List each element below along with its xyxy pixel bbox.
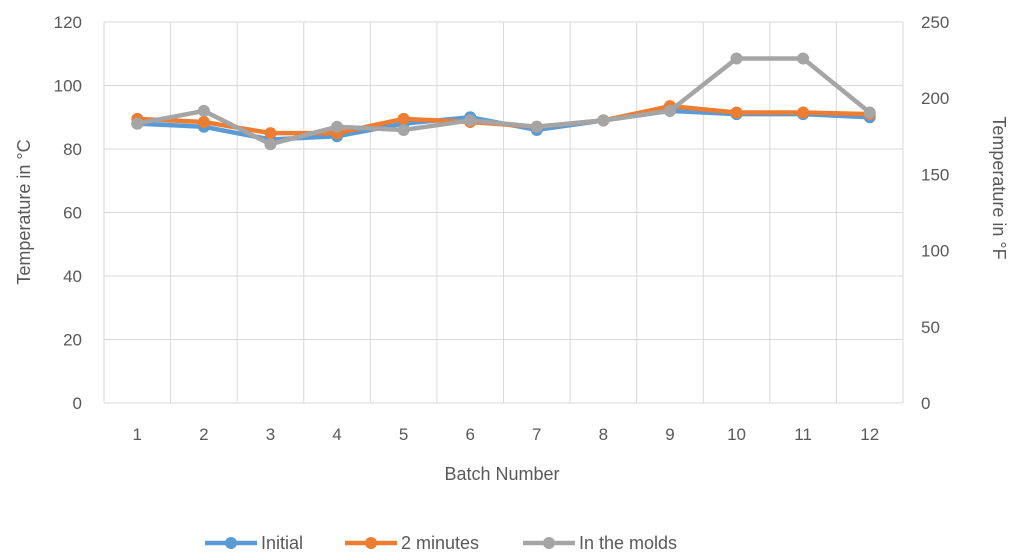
legend-swatch-marker — [365, 537, 377, 549]
data-point — [797, 106, 810, 119]
legend-item: In the molds — [523, 533, 677, 553]
x-axis-ticks: 1 2 3 4 5 6 7 8 9 10 11 12 — [133, 425, 880, 444]
y-tick-label: 40 — [63, 267, 82, 286]
x-axis-title: Batch Number — [444, 464, 559, 484]
data-point — [331, 120, 344, 133]
y-tick-label: 60 — [63, 204, 82, 223]
x-tick-label: 3 — [266, 425, 275, 444]
data-point — [797, 52, 810, 65]
y-tick-label: 120 — [54, 13, 82, 32]
legend: Initial 2 minutes In the molds — [205, 533, 677, 553]
data-point — [730, 106, 743, 119]
y2-tick-label: 0 — [921, 394, 930, 413]
grid — [103, 21, 904, 404]
y2-tick-label: 100 — [921, 242, 949, 261]
y-tick-label: 80 — [63, 140, 82, 159]
y-tick-label: 0 — [73, 394, 82, 413]
data-point — [530, 120, 543, 133]
data-point — [663, 104, 676, 117]
x-tick-label: 12 — [860, 425, 879, 444]
data-point — [863, 106, 876, 119]
y2-tick-label: 200 — [921, 89, 949, 108]
y2-axis-title: Temperature in °F — [989, 116, 1009, 259]
data-point — [197, 104, 210, 117]
y-axis-title: Temperature in °C — [14, 139, 34, 284]
x-tick-label: 9 — [665, 425, 674, 444]
data-point — [397, 123, 410, 136]
y-axis-ticks: 0 20 40 60 80 100 120 — [54, 13, 82, 413]
legend-label: In the molds — [579, 533, 677, 553]
y2-tick-label: 250 — [921, 13, 949, 32]
x-tick-label: 1 — [133, 425, 142, 444]
y-tick-label: 20 — [63, 331, 82, 350]
x-tick-label: 5 — [399, 425, 408, 444]
series-layer — [131, 52, 876, 151]
x-tick-label: 6 — [465, 425, 474, 444]
x-tick-label: 8 — [599, 425, 608, 444]
x-tick-label: 4 — [332, 425, 341, 444]
x-tick-label: 7 — [532, 425, 541, 444]
data-point — [397, 112, 410, 125]
legend-swatch-marker — [225, 537, 237, 549]
x-tick-label: 2 — [199, 425, 208, 444]
y2-axis-ticks: 0 50 100 150 200 250 — [921, 13, 949, 413]
y2-tick-label: 50 — [921, 318, 940, 337]
y-tick-label: 100 — [54, 77, 82, 96]
legend-swatch-marker — [543, 537, 555, 549]
data-point — [197, 116, 210, 129]
x-tick-label: 10 — [727, 425, 746, 444]
series-line — [135, 56, 872, 147]
legend-item: 2 minutes — [345, 533, 479, 553]
data-point — [464, 114, 477, 127]
legend-label: 2 minutes — [401, 533, 479, 553]
data-point — [264, 138, 277, 151]
x-tick-label: 11 — [794, 425, 812, 444]
data-point — [131, 117, 144, 130]
legend-item: Initial — [205, 533, 303, 553]
y2-tick-label: 150 — [921, 165, 949, 184]
legend-label: Initial — [261, 533, 303, 553]
data-point — [597, 114, 610, 127]
data-point — [264, 127, 277, 140]
data-point — [730, 52, 743, 65]
series-in-the-molds — [131, 52, 876, 151]
